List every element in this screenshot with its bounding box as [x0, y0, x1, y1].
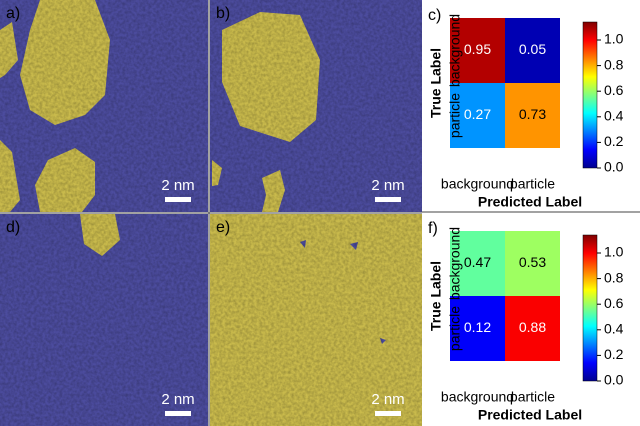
cell-label: 0.27 — [464, 106, 491, 122]
heatmap-cell — [505, 231, 560, 296]
panel-label: b) — [216, 5, 230, 22]
cell-label: 0.05 — [519, 41, 546, 57]
y-tick-label: background — [447, 227, 463, 300]
y-axis-label: True Label — [428, 261, 444, 331]
cell-label: 0.47 — [464, 254, 491, 270]
colorbar-tick-label: 0.8 — [604, 56, 624, 72]
colorbar-tick-label: 0.8 — [604, 269, 624, 285]
colorbar-tick-label: 1.0 — [604, 244, 624, 260]
image-b — [210, 0, 422, 212]
colorbar-tick-label: 0.2 — [604, 133, 624, 149]
panel-label: c) — [428, 7, 441, 24]
image-a — [0, 0, 208, 212]
cell-label: 0.73 — [519, 106, 546, 122]
x-tick-label: particle — [510, 389, 555, 405]
x-tick-label: background — [441, 176, 514, 192]
scale-bar-label: 2 nm — [161, 391, 194, 408]
colorbar — [582, 21, 598, 169]
scale-bar-label: 2 nm — [161, 177, 194, 194]
cell-label: 0.12 — [464, 319, 491, 335]
heatmap-cell — [505, 83, 560, 148]
cell-label: 0.53 — [519, 254, 546, 270]
colorbar-tick-label: 0.4 — [604, 108, 624, 124]
panel-label: d) — [6, 219, 20, 236]
scale-bar — [165, 411, 191, 416]
image-e — [210, 214, 422, 426]
scale-bar — [375, 197, 401, 202]
cell-label: 0.95 — [464, 41, 491, 57]
panel-label: e) — [216, 219, 230, 236]
colorbar-tick-label: 0.6 — [604, 82, 624, 98]
colorbar-tick-label: 0.2 — [604, 346, 624, 362]
scale-bar-label: 2 nm — [371, 177, 404, 194]
scale-bar-label: 2 nm — [371, 391, 404, 408]
x-tick-label: background — [441, 389, 514, 405]
panel-label: f) — [428, 220, 438, 237]
x-tick-label: particle — [510, 176, 555, 192]
heatmap-cell — [505, 296, 560, 361]
colorbar — [582, 234, 598, 382]
heatmap-cell — [450, 18, 505, 83]
image-d — [0, 214, 208, 426]
x-axis-label: Predicted Label — [478, 194, 582, 210]
y-tick-label: particle — [447, 93, 463, 138]
colorbar-tick-label: 0.0 — [604, 159, 624, 175]
heatmap-cell — [505, 18, 560, 83]
heatmap-cell — [450, 296, 505, 361]
y-axis-label: True Label — [428, 48, 444, 118]
panel-label: a) — [6, 5, 20, 22]
colorbar-tick-label: 0.0 — [604, 372, 624, 388]
cell-label: 0.88 — [519, 319, 546, 335]
scale-bar — [165, 197, 191, 202]
colorbar-tick-label: 0.6 — [604, 295, 624, 311]
colorbar-tick-label: 1.0 — [604, 31, 624, 47]
y-tick-label: particle — [447, 306, 463, 351]
heatmap-cell — [450, 83, 505, 148]
scale-bar — [375, 411, 401, 416]
y-tick-label: background — [447, 14, 463, 87]
x-axis-label: Predicted Label — [478, 407, 582, 423]
colorbar-tick-label: 0.4 — [604, 321, 624, 337]
heatmap-cell — [450, 231, 505, 296]
